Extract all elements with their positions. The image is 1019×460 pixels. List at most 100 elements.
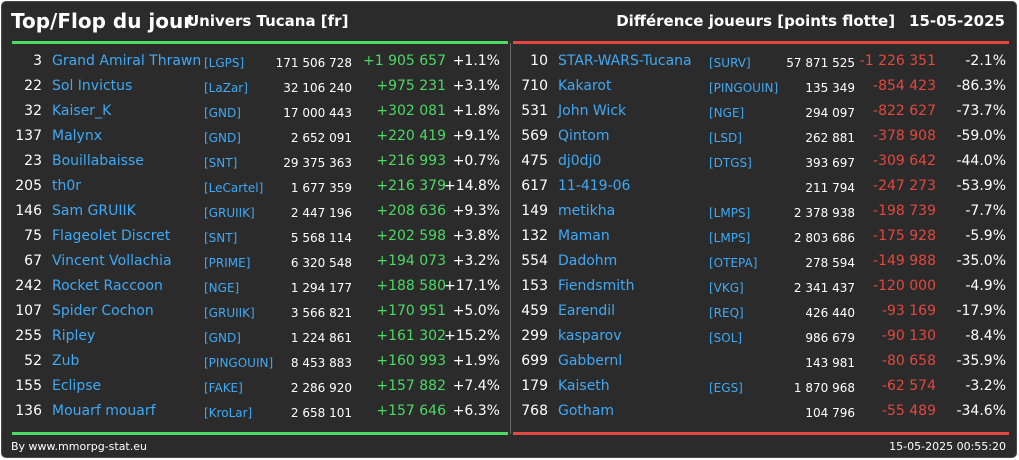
player-name-link[interactable]: metikha (558, 203, 616, 219)
player-name-link[interactable]: Earendil (558, 303, 616, 319)
guild-tag-link[interactable]: [PRIME] (204, 256, 251, 270)
player-rank: 242 (15, 278, 42, 294)
player-name-link[interactable]: th0r (52, 178, 82, 194)
player-name-link[interactable]: Malynx (52, 128, 102, 144)
fleet-points: 2 378 938 (793, 206, 855, 220)
guild-tag-link[interactable]: [LeCartel] (204, 181, 264, 195)
player-rank: 137 (15, 128, 42, 144)
points-difference: -93 169 (881, 303, 936, 319)
guild-tag-link[interactable]: [SURV] (709, 56, 751, 70)
guild-tag-link[interactable]: [GND] (204, 106, 241, 120)
guild-tag-link[interactable]: [PINGOUIN] (204, 356, 274, 370)
guild-tag-link[interactable]: [GND] (204, 131, 241, 145)
top-losers-list: 10 STAR-WARS-Tucana [SURV] 57 871 525 -1 226… (514, 49, 1012, 424)
player-name-link[interactable]: STAR-WARS-Tucana (558, 53, 692, 69)
guild-tag-link[interactable]: [KroLar] (204, 406, 253, 420)
percent-change: -53.9% (956, 178, 1006, 194)
flop-accent-bar (513, 41, 1009, 44)
guild-tag-link[interactable]: [VKG] (709, 281, 744, 295)
top-accent-bar-bottom (12, 432, 508, 435)
player-name-link[interactable]: Rocket Raccoon (52, 278, 163, 294)
guild-tag-link[interactable]: [LaZar] (204, 81, 248, 95)
points-difference: +194 073 (376, 253, 446, 269)
player-name-link[interactable]: Sol Invictus (52, 78, 133, 94)
fleet-points: 2 652 091 (290, 131, 352, 145)
points-difference: -198 739 (873, 203, 936, 219)
player-name-link[interactable]: Grand Amiral Thrawn (52, 53, 202, 69)
points-difference: +170 951 (376, 303, 446, 319)
column-divider (510, 43, 511, 434)
player-name-link[interactable]: Eclipse (52, 378, 102, 394)
player-name-link[interactable]: Spider Cochon (52, 303, 154, 319)
player-name-link[interactable]: Zub (52, 353, 80, 369)
header: Top/Flop du jour Univers Tucana [fr] Dif… (2, 2, 1016, 40)
percent-change: +17.1% (444, 278, 501, 294)
flop-row: 299 kasparov [SOL] 986 679 -90 130 -8.4% (514, 324, 1012, 349)
points-difference: +208 636 (376, 203, 446, 219)
player-name-link[interactable]: Maman (558, 228, 610, 244)
guild-tag-link[interactable]: [LGPS] (204, 56, 245, 70)
guild-tag-link[interactable]: [DTGS] (709, 156, 752, 170)
percent-change: +3.2% (452, 253, 500, 269)
player-rank: 22 (24, 78, 42, 94)
guild-tag-link[interactable]: [NGE] (709, 106, 745, 120)
guild-tag-link[interactable]: [SOL] (709, 331, 743, 345)
top-row: 146 Sam GRUIIK [GRUIIK] 2 447 196 +208 636 +9… (8, 199, 506, 224)
points-difference: -309 642 (873, 153, 936, 169)
guild-tag-link[interactable]: [NGE] (204, 281, 240, 295)
player-name-link[interactable]: Dadohm (558, 253, 618, 269)
player-name-link[interactable]: Kaiseth (558, 378, 610, 394)
points-difference: -854 423 (873, 78, 936, 94)
fleet-points: 1 870 968 (793, 381, 855, 395)
player-name-link[interactable]: Fiendsmith (558, 278, 635, 294)
guild-tag-link[interactable]: [LMPS] (709, 231, 751, 245)
generated-timestamp: 15-05-2025 00:55:20 (889, 440, 1006, 453)
top-row: 23 Bouillabaisse [SNT] 29 375 363 +216 993 +0… (8, 149, 506, 174)
player-name-link[interactable]: Gotham (558, 403, 614, 419)
flop-row: 132 Maman [LMPS] 2 803 686 -175 928 -5.9% (514, 224, 1012, 249)
player-rank: 531 (521, 103, 548, 119)
guild-tag-link[interactable]: [LMPS] (709, 206, 751, 220)
player-name-link[interactable]: Flageolet Discret (52, 228, 171, 244)
player-rank: 107 (15, 303, 42, 319)
guild-tag-link[interactable]: [REQ] (709, 306, 744, 320)
metric-label: Différence joueurs [points flotte] (616, 12, 896, 30)
player-name-link[interactable]: Mouarf mouarf (52, 403, 156, 419)
guild-tag-link[interactable]: [SNT] (204, 156, 238, 170)
player-name-link[interactable]: Kaiser_K (52, 103, 112, 119)
fleet-points: 278 594 (805, 256, 855, 270)
player-name-link[interactable]: Ripley (52, 328, 96, 344)
guild-tag-link[interactable]: [GRUIIK] (204, 306, 255, 320)
player-name-link[interactable]: 11-419-06 (558, 178, 631, 194)
player-name-link[interactable]: kasparov (558, 328, 622, 344)
flop-row: 699 Gabbernl 143 981 -80 658 -35.9% (514, 349, 1012, 374)
player-rank: 710 (521, 78, 548, 94)
player-name-link[interactable]: John Wick (558, 103, 627, 119)
guild-tag-link[interactable]: [SNT] (204, 231, 238, 245)
points-difference: -149 988 (873, 253, 936, 269)
guild-tag-link[interactable]: [GRUIIK] (204, 206, 255, 220)
flop-row: 153 Fiendsmith [VKG] 2 341 437 -120 000 -4.9% (514, 274, 1012, 299)
player-rank: 569 (521, 128, 548, 144)
percent-change: -35.0% (956, 253, 1006, 269)
top-row: 52 Zub [PINGOUIN] 8 453 883 +160 993 +1.9% (8, 349, 506, 374)
points-difference: -378 908 (873, 128, 936, 144)
fleet-points: 171 506 728 (275, 56, 352, 70)
guild-tag-link[interactable]: [PINGOUIN] (709, 81, 779, 95)
guild-tag-link[interactable]: [OTEPA] (709, 256, 758, 270)
player-name-link[interactable]: dj0dj0 (558, 153, 602, 169)
fleet-points: 29 375 363 (283, 156, 352, 170)
player-name-link[interactable]: Kakarot (558, 78, 612, 94)
guild-tag-link[interactable]: [GND] (204, 331, 241, 345)
player-name-link[interactable]: Gabbernl (558, 353, 623, 369)
fleet-points: 211 794 (805, 181, 855, 195)
percent-change: +1.1% (452, 53, 500, 69)
player-name-link[interactable]: Vincent Vollachia (52, 253, 172, 269)
player-name-link[interactable]: Sam GRUIIK (52, 203, 136, 219)
guild-tag-link[interactable]: [EGS] (709, 381, 743, 395)
player-name-link[interactable]: Bouillabaisse (52, 153, 144, 169)
guild-tag-link[interactable]: [FAKE] (204, 381, 243, 395)
guild-tag-link[interactable]: [LSD] (709, 131, 742, 145)
percent-change: -86.3% (956, 78, 1006, 94)
player-name-link[interactable]: Qintom (558, 128, 610, 144)
